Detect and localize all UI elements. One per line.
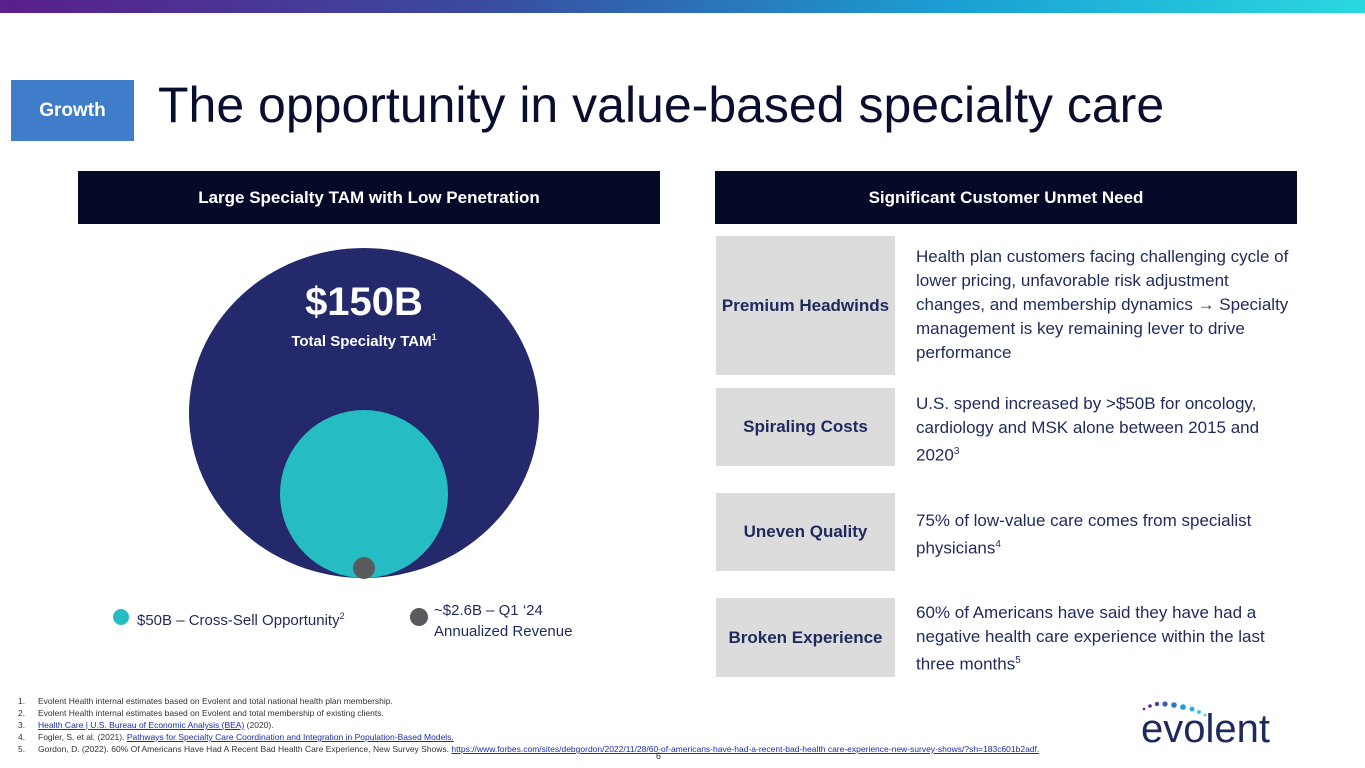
footnote-1: 1. Evolent Health internal estimates base…: [18, 695, 1039, 707]
footnote-3: 3. Health Care | U.S. Bureau of Economic …: [18, 719, 1039, 731]
row-text-body: 75% of low-value care comes from special…: [916, 511, 1252, 558]
tam-label: Total Specialty TAM1: [189, 332, 539, 350]
top-gradient-bar: [0, 0, 1365, 13]
left-panel-header: Large Specialty TAM with Low Penetration: [78, 171, 660, 224]
row-label-broken-experience: Broken Experience: [716, 598, 895, 677]
row-text-spiraling-costs: U.S. spend increased by >$50B for oncolo…: [916, 392, 1301, 468]
footnote-text: (2020).: [244, 720, 274, 730]
page-number: 6: [656, 751, 662, 761]
revenue-legend-line2: Annualized Revenue: [434, 623, 573, 640]
revenue-legend: ~$2.6B – Q1 ‘24 Annualized Revenue: [434, 600, 572, 642]
revenue-legend-line1: ~$2.6B – Q1 ‘24: [434, 602, 543, 619]
tam-label-text: Total Specialty TAM: [291, 333, 432, 350]
footnotes: 1. Evolent Health internal estimates base…: [18, 695, 1039, 755]
footnote-text: Evolent Health internal estimates based …: [38, 708, 384, 718]
tam-value: $150B: [305, 280, 423, 324]
footnote-ref: 5: [1015, 655, 1021, 666]
footnote-4: 4. Fogler, S. et al. (2021). Pathways for…: [18, 731, 1039, 743]
footnote-2: 2. Evolent Health internal estimates base…: [18, 707, 1039, 719]
footnote-number: 3.: [18, 720, 26, 730]
footnote-link-pathways[interactable]: Pathways for Specialty Care Coordination…: [126, 732, 454, 742]
row-text-body: Health plan customers facing challenging…: [916, 247, 1289, 362]
tam-footnote-ref: 1: [431, 332, 437, 342]
page-title: The opportunity in value-based specialty…: [158, 77, 1165, 133]
revenue-circle: [353, 557, 375, 579]
row-text-body: U.S. spend increased by >$50B for oncolo…: [916, 394, 1260, 465]
section-badge: Growth: [11, 80, 134, 141]
footnote-number: 2.: [18, 708, 26, 718]
row-label-spiraling-costs: Spiraling Costs: [716, 388, 895, 466]
row-text-premium-headwinds: Health plan customers facing challenging…: [916, 245, 1301, 365]
footnote-ref: 4: [995, 539, 1001, 550]
footnote-5: 5. Gordon, D. (2022). 60% Of Americans Ha…: [18, 743, 1039, 755]
row-label-uneven-quality: Uneven Quality: [716, 493, 895, 571]
cross-sell-circle: [280, 410, 448, 578]
cross-sell-legend: $50B – Cross-Sell Opportunity2: [137, 606, 345, 631]
revenue-legend-dot: [410, 608, 428, 626]
row-text-uneven-quality: 75% of low-value care comes from special…: [916, 509, 1301, 561]
footnote-number: 5.: [18, 744, 26, 754]
footnote-number: 4.: [18, 732, 26, 742]
footnote-number: 1.: [18, 696, 26, 706]
row-label-premium-headwinds: Premium Headwinds: [716, 236, 895, 375]
footnote-text: Evolent Health internal estimates based …: [38, 696, 393, 706]
footnote-ref: 3: [953, 446, 960, 457]
footnote-text: Gordon, D. (2022). 60% Of Americans Have…: [38, 744, 452, 754]
cross-sell-footnote-ref: 2: [339, 611, 345, 621]
footnote-text: Fogler, S. et al. (2021).: [38, 732, 127, 742]
row-text-broken-experience: 60% of Americans have said they have had…: [916, 601, 1301, 677]
evolent-logo-text: evolent: [1141, 707, 1270, 751]
row-text-body: 60% of Americans have said they have had…: [916, 603, 1265, 674]
footnote-link-bea[interactable]: Health Care | U.S. Bureau of Economic An…: [38, 720, 245, 730]
cross-sell-legend-text: $50B – Cross-Sell Opportunity: [137, 612, 340, 629]
evolent-logo: [1142, 701, 1207, 717]
right-panel-header: Significant Customer Unmet Need: [715, 171, 1297, 224]
cross-sell-legend-dot: [113, 609, 129, 625]
footnote-link-forbes[interactable]: https://www.forbes.com/sites/debgordon/2…: [451, 744, 1040, 754]
